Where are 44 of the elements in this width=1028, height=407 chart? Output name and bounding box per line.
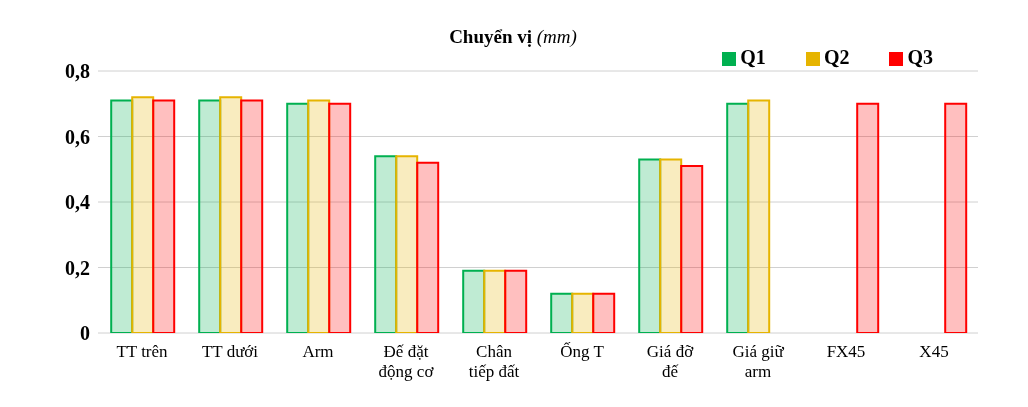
x-tick-label: Ống T bbox=[560, 342, 605, 361]
y-tick-label: 0,4 bbox=[65, 191, 90, 214]
legend-label: Q2 bbox=[823, 46, 850, 68]
x-tick-label: TT trên bbox=[116, 342, 169, 361]
bar bbox=[747, 99, 771, 333]
x-tick-label: X45 bbox=[919, 342, 949, 361]
bar bbox=[504, 269, 528, 333]
bar bbox=[395, 155, 419, 333]
bar bbox=[307, 99, 331, 333]
y-tick-label: 0,2 bbox=[65, 256, 90, 279]
bar bbox=[680, 164, 704, 333]
bar bbox=[659, 158, 683, 333]
bar bbox=[550, 292, 574, 333]
chart-title: Chuyển vị (mm) bbox=[449, 26, 577, 47]
bar bbox=[219, 96, 243, 333]
y-tick-label: 0,8 bbox=[65, 60, 90, 83]
bar bbox=[592, 292, 616, 333]
bar bbox=[374, 155, 398, 333]
y-tick-label: 0,6 bbox=[65, 125, 90, 148]
y-tick-label: 0 bbox=[80, 322, 90, 345]
bar bbox=[571, 292, 595, 333]
x-tick-label: Đế đặt động cơ bbox=[378, 342, 435, 381]
bar bbox=[131, 96, 155, 333]
x-tick-label: TT dưới bbox=[201, 342, 259, 361]
bar bbox=[110, 99, 134, 333]
x-tick-label: FX45 bbox=[826, 342, 866, 361]
x-tick-label: Chân tiếp đất bbox=[468, 342, 520, 381]
legend-label: Q3 bbox=[907, 46, 933, 68]
x-tick-label: Giá đỡ đế bbox=[646, 342, 695, 381]
x-tick-label: Arm bbox=[302, 342, 334, 361]
bar bbox=[462, 269, 486, 333]
bar bbox=[726, 102, 750, 333]
x-tick-label: Giá giữ arm bbox=[732, 342, 785, 381]
bar bbox=[240, 99, 264, 333]
legend-label: Q1 bbox=[740, 46, 766, 68]
bar bbox=[416, 161, 440, 333]
bar bbox=[944, 102, 968, 333]
bar bbox=[856, 102, 880, 333]
bar bbox=[328, 102, 352, 333]
bar bbox=[152, 99, 176, 333]
bar bbox=[638, 158, 662, 333]
bar bbox=[286, 102, 310, 333]
bar bbox=[198, 99, 222, 333]
bar bbox=[483, 269, 507, 333]
